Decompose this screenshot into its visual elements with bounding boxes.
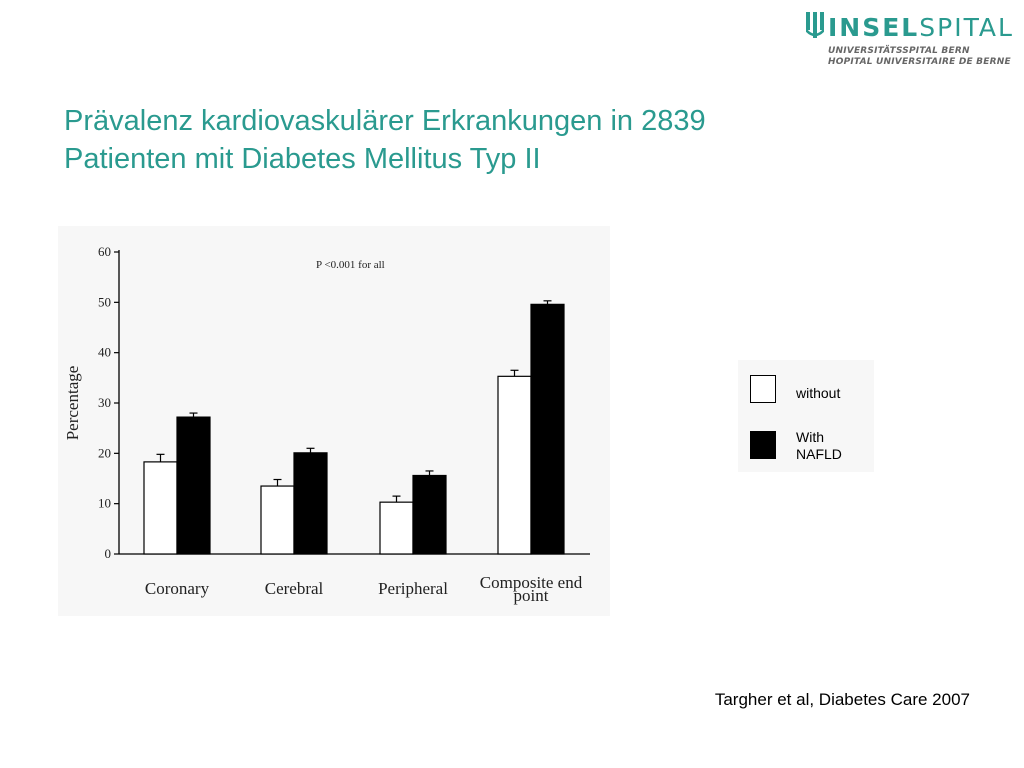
bar-without-3	[497, 375, 532, 555]
x-category-label-line-3-1: point	[514, 586, 549, 605]
x-category-label-3: Composite end point	[480, 573, 583, 605]
bar-without-0	[143, 461, 178, 555]
inselspital-logo-icon	[806, 12, 824, 38]
x-category-label-2: Peripheral	[378, 579, 448, 598]
bar-without-1	[260, 485, 295, 555]
logo-word-bold: INSEL	[828, 13, 920, 42]
legend-swatch-with-nafld	[750, 431, 776, 459]
chart-bars	[143, 300, 565, 555]
bar-with-nafld-3	[530, 303, 565, 555]
bar-chart: 0 10 20 30 40 50 60 Percentage P <0.001 for all C…	[63, 244, 590, 605]
x-category-label-line-3-0: Composite end	[480, 573, 583, 592]
y-tick-label-50: 50	[98, 294, 111, 309]
p-value-annotation: P <0.001 for all	[316, 259, 385, 271]
x-category-label-line-0-0: Coronary	[145, 579, 210, 598]
inselspital-logo: INSELSPITAL UNIVERSITÄTSSPITAL BERN HOPI…	[806, 10, 1012, 70]
y-tick-label-60: 60	[98, 244, 111, 259]
bar-with-nafld-2	[412, 474, 447, 555]
y-axis-label: Percentage	[63, 366, 82, 441]
x-category-label-0: Coronary	[145, 579, 210, 598]
legend-label-with: With	[796, 429, 824, 445]
x-category-label-line-1-0: Cerebral	[265, 579, 324, 598]
slide-title-line2: Patienten mit Diabetes Mellitus Typ II	[64, 143, 541, 175]
logo-wordmark: INSELSPITAL	[828, 13, 1014, 43]
slide-title: Prävalenz kardiovaskulärer Erkrankungen …	[64, 102, 864, 178]
bar-chart-panel: 0 10 20 30 40 50 60 Percentage P <0.001 for all C…	[58, 226, 610, 616]
y-tick-label-0: 0	[105, 546, 112, 561]
logo-word-light: SPITAL	[919, 13, 1014, 42]
slide-title-line1: Prävalenz kardiovaskulärer Erkrankungen …	[64, 105, 706, 137]
chart-legend: without With NAFLD	[738, 360, 874, 472]
y-tick-label-30: 30	[98, 395, 111, 410]
legend-label-nafld: NAFLD	[796, 446, 842, 462]
y-tick-label-40: 40	[98, 345, 111, 360]
y-tick-label-20: 20	[98, 445, 111, 460]
x-category-label-1: Cerebral	[265, 579, 324, 598]
logo-subtitle-line2: HOPITAL UNIVERSITAIRE DE BERNE	[828, 57, 1011, 67]
legend-label-without: without	[796, 385, 841, 401]
bar-with-nafld-1	[293, 452, 328, 555]
legend-swatch-without	[750, 375, 776, 403]
bar-with-nafld-0	[176, 416, 211, 555]
chart-labels: 0 10 20 30 40 50 60 Percentage P <0.001 for all C…	[63, 244, 583, 605]
logo-subtitle-line1: UNIVERSITÄTSSPITAL BERN	[828, 46, 970, 56]
y-tick-label-10: 10	[98, 496, 111, 511]
citation: Targher et al, Diabetes Care 2007	[714, 690, 970, 709]
x-category-label-line-2-0: Peripheral	[378, 579, 448, 598]
bar-without-2	[379, 501, 414, 555]
